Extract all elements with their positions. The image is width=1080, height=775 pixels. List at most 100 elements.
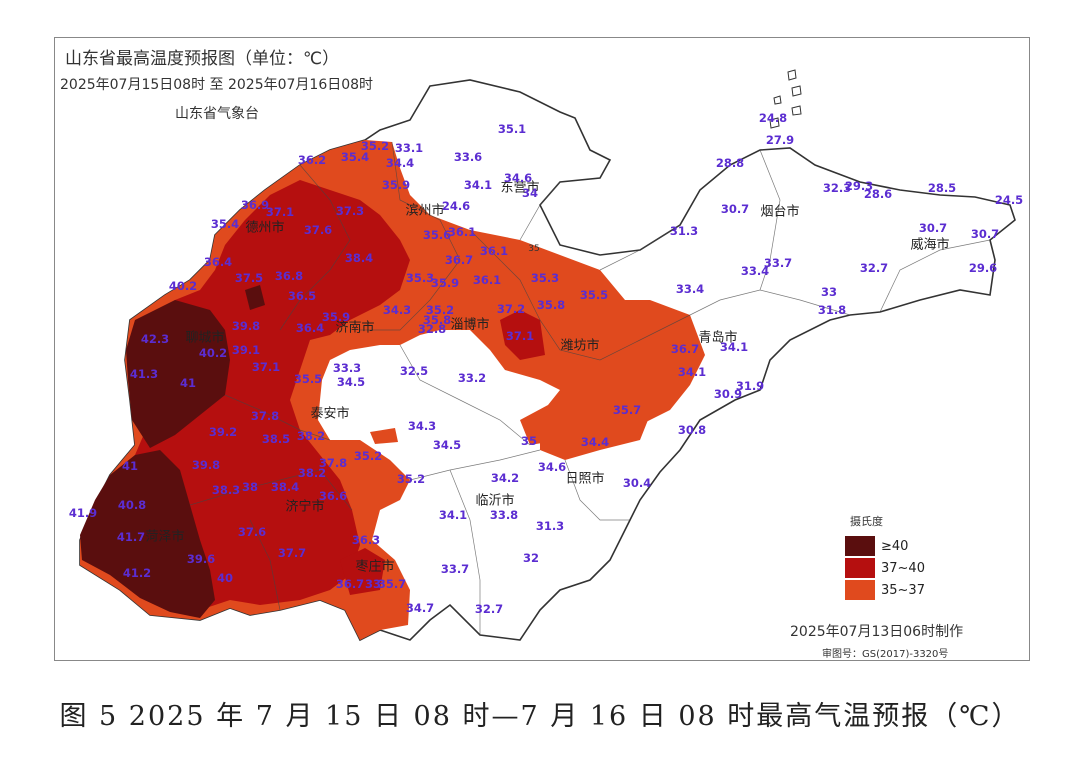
- temp-value: 36.4: [295, 321, 325, 335]
- legend-label: 35~37: [881, 582, 925, 598]
- temp-value: 28.6: [863, 187, 893, 201]
- city-borders: [189, 141, 991, 635]
- temp-value: 41.3: [129, 367, 159, 381]
- temp-value: 30.8: [677, 423, 707, 437]
- temp-value: 35.9: [430, 276, 460, 290]
- temp-value: 40.2: [168, 279, 198, 293]
- temp-value: 41: [179, 376, 197, 390]
- temp-value: 37.1: [251, 360, 281, 374]
- legend-item: 37~40: [845, 557, 955, 579]
- temp-value: 35: [520, 434, 538, 448]
- temp-value: 39.2: [208, 425, 238, 439]
- temp-value: 38: [241, 480, 259, 494]
- temp-value: 33.7: [440, 562, 470, 576]
- temp-value: 31.3: [669, 224, 699, 238]
- temp-value: 33.6: [453, 150, 483, 164]
- temp-value: 37.8: [318, 456, 348, 470]
- temp-value: 24.8: [758, 111, 788, 125]
- temp-value: 36.3: [351, 533, 381, 547]
- temp-value: 36.1: [447, 225, 477, 239]
- temp-value: 28.8: [715, 156, 745, 170]
- made-time: 2025年07月13日06时制作: [790, 624, 964, 640]
- temp-value: 39.1: [231, 343, 261, 357]
- temp-value: 34.1: [463, 178, 493, 192]
- forecast-period: 2025年07月15日08时 至 2025年07月16日08时: [60, 77, 374, 93]
- temp-value: 36.1: [472, 273, 502, 287]
- city-label: 德州市: [245, 220, 285, 236]
- temp-value: 30.7: [720, 202, 750, 216]
- city-label: 枣庄市: [355, 559, 395, 575]
- temp-value: 40: [216, 571, 234, 585]
- temp-value: 33.4: [740, 264, 770, 278]
- city-label: 淄博市: [450, 317, 490, 333]
- legend-label: ≥40: [881, 538, 909, 554]
- temp-value: 24.5: [994, 193, 1024, 207]
- legend: 摄氏度 ≥40 37~40 35~37: [845, 513, 955, 601]
- temp-value: 41.7: [116, 530, 146, 544]
- temp-value: 34.4: [580, 435, 610, 449]
- temp-value: 31.9: [735, 379, 765, 393]
- temp-value: 29.3: [844, 179, 874, 193]
- temp-value: 35.1: [497, 122, 527, 136]
- temp-value: 28.5: [927, 181, 957, 195]
- city-label: 威海市: [910, 237, 950, 253]
- zone-ge40-south: [80, 450, 215, 618]
- temp-value: 35.3: [405, 271, 435, 285]
- temp-value: 39.6: [186, 552, 216, 566]
- temp-value: 42.3: [140, 332, 170, 346]
- city-label: 日照市: [565, 471, 605, 487]
- islands: [769, 69, 802, 129]
- temp-value: 36.5: [287, 289, 317, 303]
- temp-value: 31.8: [817, 303, 847, 317]
- temp-value: 35.9: [321, 310, 351, 324]
- temp-value: 33: [820, 285, 838, 299]
- temp-value: 38.4: [344, 251, 374, 265]
- temp-value: 35.4: [210, 217, 240, 231]
- temp-value: 36.2: [297, 153, 327, 167]
- city-label: 泰安市: [310, 406, 350, 422]
- temp-value: 36.8: [274, 269, 304, 283]
- temp-value: 33: [364, 577, 382, 591]
- temp-value: 34.6: [503, 171, 533, 185]
- temp-value: 33.1: [394, 141, 424, 155]
- figure-caption: 图 5 2025 年 7 月 15 日 08 时—7 月 16 日 08 时最高…: [59, 701, 1021, 732]
- temp-value: 30.9: [713, 387, 743, 401]
- temp-value: 34.4: [385, 156, 415, 170]
- temp-value: 37.2: [496, 302, 526, 316]
- temp-value: 38.5: [261, 432, 291, 446]
- temp-value: 40.8: [117, 498, 147, 512]
- temp-value: 30.7: [918, 221, 948, 235]
- legend-title: 摄氏度: [850, 515, 883, 528]
- temp-value: 31.3: [535, 519, 565, 533]
- temp-value: 40.2: [198, 346, 228, 360]
- temp-value: 37.3: [335, 204, 365, 218]
- temp-value: 29.6: [968, 261, 998, 275]
- zone-37-40-south: [340, 548, 385, 595]
- temp-value: 39.8: [191, 458, 221, 472]
- city-label: 潍坊市: [560, 338, 600, 354]
- temp-value: 37.7: [277, 546, 307, 560]
- temp-value: 32: [522, 551, 540, 565]
- temp-value: 35.2: [396, 472, 426, 486]
- temp-value: 35.5: [293, 372, 323, 386]
- temp-value: 38.2: [296, 429, 326, 443]
- temp-value: 36.7: [444, 253, 474, 267]
- temp-value: 35.6: [422, 228, 452, 242]
- temp-value: 33.3: [332, 361, 362, 375]
- temp-value: 36.9: [240, 198, 270, 212]
- city-label: 烟台市: [760, 204, 800, 220]
- temp-value: 32.3: [822, 181, 852, 195]
- temp-value: 34.3: [407, 419, 437, 433]
- city-label: 青岛市: [698, 330, 738, 346]
- temp-value: 30.7: [970, 227, 1000, 241]
- city-label: 济南市: [335, 320, 375, 336]
- temp-value: 33.2: [457, 371, 487, 385]
- temp-value: 33.8: [489, 508, 519, 522]
- temp-value: 32.8: [417, 322, 447, 336]
- temp-value: 34.3: [382, 303, 412, 317]
- temp-value: 36.7: [335, 577, 365, 591]
- temp-value: 34.1: [719, 340, 749, 354]
- legend-label: 37~40: [881, 560, 925, 576]
- temp-value: 32.7: [859, 261, 889, 275]
